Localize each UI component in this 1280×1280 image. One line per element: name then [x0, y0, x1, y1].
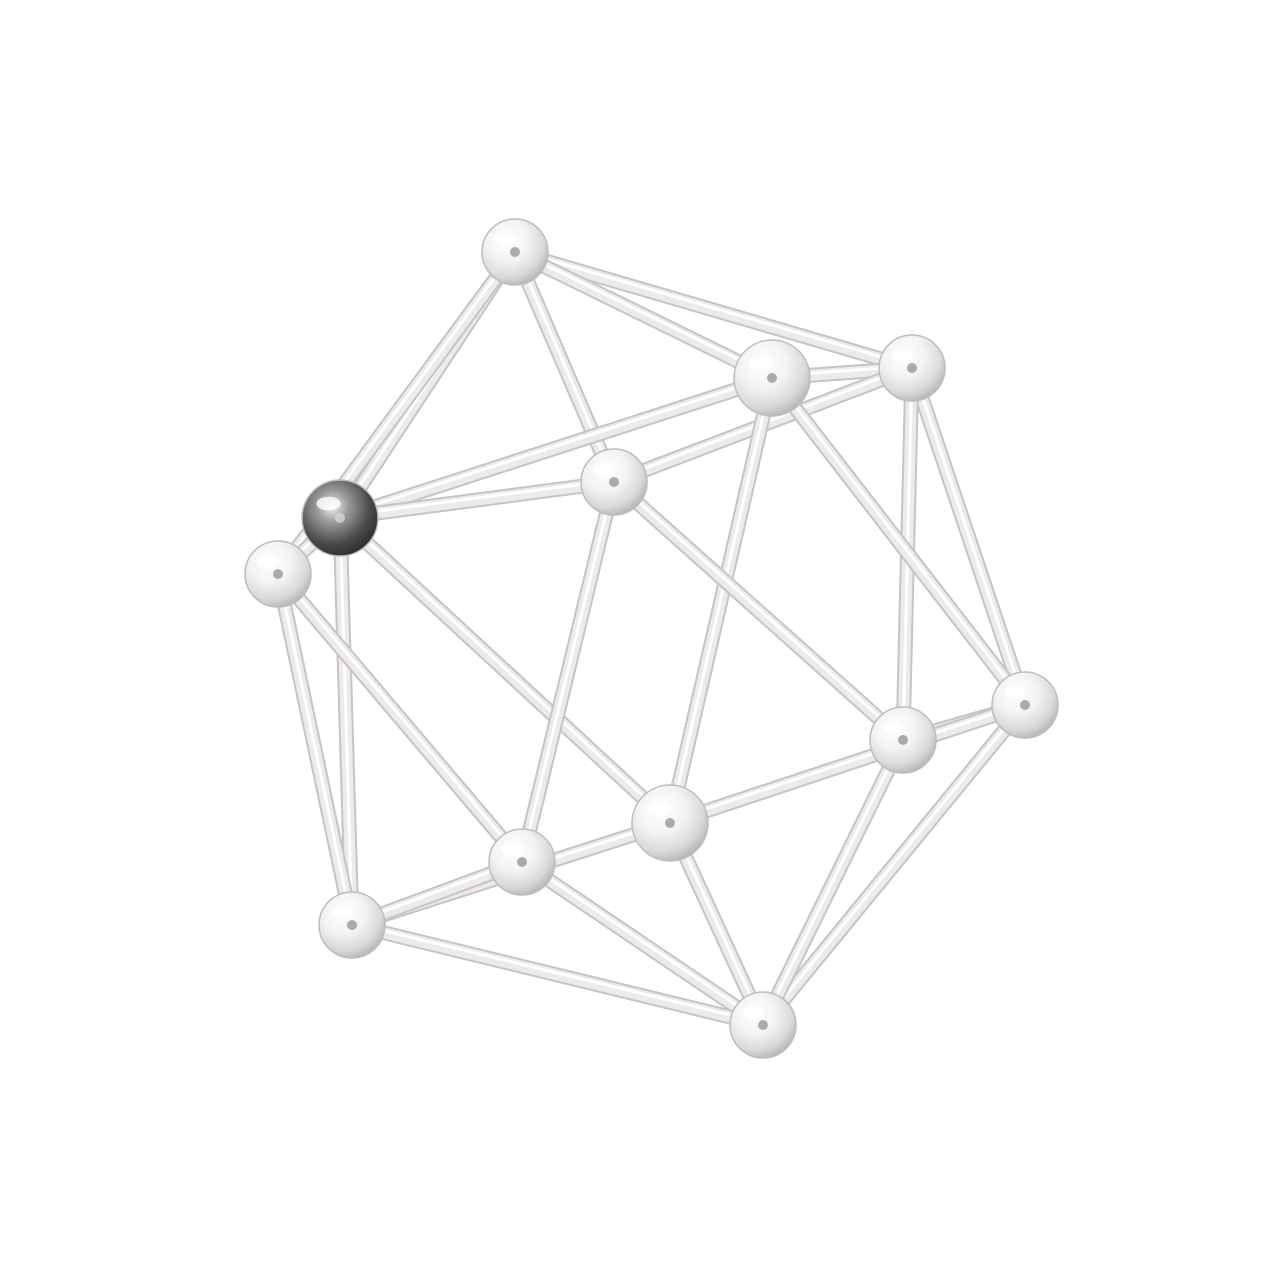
ball-core-C: [767, 373, 777, 383]
rod-highlight-GI: [668, 701, 1027, 823]
rod-highlight-CI: [668, 374, 774, 823]
rod-highlight-DK: [338, 514, 354, 925]
ball-highlight-L: [742, 1006, 764, 1019]
ball-highlight-H: [882, 721, 904, 734]
rod-core-KL: [346, 919, 769, 1031]
ball-core-G: [1020, 700, 1030, 710]
rod-highlight-BG: [910, 364, 1027, 705]
ball-core-J: [517, 857, 527, 867]
rod-highlight-DF: [338, 478, 616, 518]
ball-core-L: [758, 1020, 768, 1030]
balls-group: [244, 218, 1059, 1059]
rod-highlight-GL: [761, 701, 1027, 1025]
rod-core-GI: [664, 699, 1031, 829]
rod-highlight-AB: [513, 248, 914, 368]
ball-core-H: [898, 735, 908, 745]
rod-core-JL: [516, 856, 769, 1031]
rod-highlight-EJ: [276, 570, 524, 862]
rod-highlight-DI: [338, 514, 672, 823]
ball-highlight-C: [748, 356, 773, 371]
rod-core-CD: [334, 372, 778, 524]
rod-core-AC: [509, 246, 778, 384]
ball-highlight-B: [891, 349, 913, 362]
ball-highlight-A: [494, 233, 516, 246]
rod-core-AB: [509, 246, 918, 374]
rod-highlight-HL: [761, 736, 905, 1025]
ball-highlight-F: [593, 463, 615, 476]
ball-core-D: [335, 513, 345, 523]
rod-highlight-KL: [350, 921, 765, 1025]
ball-highlight-E: [257, 555, 279, 568]
ball-core-B: [907, 363, 917, 373]
ball-core-F: [609, 477, 619, 487]
rod-core-DF: [334, 476, 620, 524]
rod-highlight-FJ: [520, 478, 616, 862]
rod-highlight-CD: [338, 374, 774, 518]
rod-highlight-FH: [612, 478, 905, 740]
rod-highlight-CG: [770, 374, 1027, 705]
ball-core-I: [665, 818, 675, 828]
ball-highlight-K: [331, 906, 353, 919]
ball-core-A: [510, 247, 520, 257]
rod-highlight-EK: [276, 570, 354, 925]
ball-core-E: [273, 569, 283, 579]
rod-highlight-JL: [520, 858, 765, 1025]
ball-highlight-G: [1004, 686, 1026, 699]
ball-highlight-D: [316, 496, 341, 511]
ball-highlight-I: [646, 801, 671, 816]
ball-core-K: [347, 920, 357, 930]
ball-highlight-J: [501, 843, 523, 856]
rod-highlight-AC: [513, 248, 774, 378]
